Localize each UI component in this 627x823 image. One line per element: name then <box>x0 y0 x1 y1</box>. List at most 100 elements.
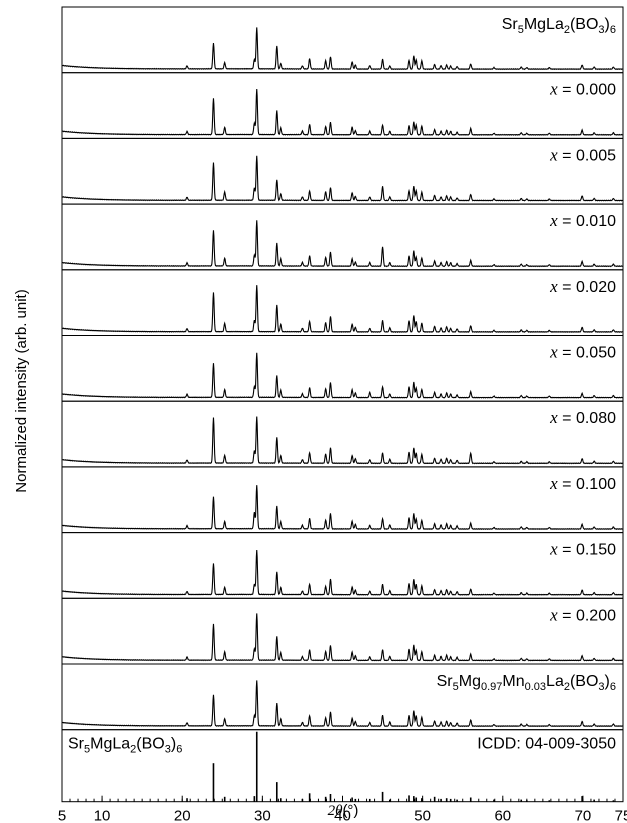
panel-label: x = 0.080 <box>549 408 616 427</box>
x-tick-label: 20 <box>174 808 191 823</box>
panel-frame <box>61 269 624 336</box>
label-part: MgLa <box>90 736 130 753</box>
panel-0: Sr5MgLa2(BO3)6 <box>61 6 624 74</box>
xrd-pattern-line <box>61 680 624 728</box>
label-part: 3 <box>165 744 171 756</box>
xrd-pattern-line <box>61 485 624 531</box>
x-axis-symbol: 2θ <box>328 803 344 819</box>
xrd-pattern-line <box>61 285 624 333</box>
label-x-value: = 0.005 <box>558 147 616 164</box>
x-tick-label: 10 <box>94 808 111 823</box>
label-x-value: = 0.100 <box>558 476 616 493</box>
xrd-pattern-line <box>61 155 624 202</box>
x-tick-label: 5 <box>58 808 66 823</box>
panel-8: x = 0.150 <box>61 532 624 599</box>
label-x-value: = 0.150 <box>558 542 616 559</box>
panel-frame <box>61 137 624 205</box>
panel-7: x = 0.100 <box>61 466 624 534</box>
label-part: 2 <box>564 681 570 693</box>
label-x-value: = 0.000 <box>558 82 616 99</box>
xrd-pattern-line <box>61 88 624 136</box>
label-x-symbol: x <box>549 80 558 99</box>
panel-label: Sr5Mg0.97Mn0.03La2(BO3)6 <box>437 673 616 693</box>
panel-frame <box>61 400 624 468</box>
label-part: 6 <box>610 681 616 693</box>
label-x-value: = 0.050 <box>558 345 616 362</box>
xrd-pattern-line <box>61 27 624 71</box>
panel-5: x = 0.050 <box>61 335 624 402</box>
label-x-symbol: x <box>549 605 558 624</box>
panel-10: Sr5Mg0.97Mn0.03La2(BO3)6 <box>61 663 624 731</box>
label-x-value: = 0.010 <box>558 213 616 230</box>
x-tick-label: 60 <box>494 808 511 823</box>
xrd-pattern-line <box>61 220 624 268</box>
label-x-symbol: x <box>549 277 558 296</box>
label-part: 3 <box>598 681 604 693</box>
label-part: 5 <box>84 744 90 756</box>
label-x-symbol: x <box>549 408 558 427</box>
panel-label: Sr5MgLa2(BO3)6 <box>502 16 616 36</box>
x-tick-label: 70 <box>575 808 592 823</box>
panel-frame <box>61 72 624 139</box>
label-part: (BO <box>570 673 598 690</box>
label-part: 5 <box>453 681 459 693</box>
label-part: 2 <box>564 24 570 36</box>
label-part: 0.03 <box>525 681 546 693</box>
xrd-pattern-line <box>61 550 624 596</box>
label-part: 6 <box>176 744 182 756</box>
reference-phase-label: Sr5MgLa2(BO3)6 <box>68 736 182 756</box>
panel-label: x = 0.005 <box>549 145 616 164</box>
panel-1: x = 0.000 <box>61 72 624 139</box>
x-tick-label: 50 <box>414 808 431 823</box>
label-x-symbol: x <box>549 343 558 362</box>
x-axis: 5 10 20 30 40 50 60 70 75 <box>58 795 627 823</box>
label-part: (BO <box>136 736 164 753</box>
xrd-pattern-line <box>61 613 624 662</box>
label-part: Sr <box>437 673 454 690</box>
panel-frame <box>61 663 624 731</box>
label-part: Sr <box>502 16 519 33</box>
xrd-pattern-line <box>61 352 624 399</box>
panel-3: x = 0.010 <box>61 203 624 271</box>
label-part: ) <box>605 16 610 33</box>
panel-label: x = 0.000 <box>549 80 616 99</box>
label-part: 6 <box>610 24 616 36</box>
label-x-symbol: x <box>549 145 558 164</box>
panel-label: x = 0.010 <box>549 211 616 230</box>
label-x-value: = 0.080 <box>558 410 616 427</box>
panel-label: x = 0.100 <box>549 474 616 493</box>
label-part: 2 <box>130 744 136 756</box>
reference-panel: Sr5MgLa2(BO3)6 ICDD: 04-009-3050 <box>61 729 624 803</box>
label-part: Sr <box>68 736 85 753</box>
x-tick-label: 30 <box>254 808 271 823</box>
label-part: ) <box>605 673 610 690</box>
label-part: Mg <box>459 673 481 690</box>
panel-2: x = 0.005 <box>61 137 624 205</box>
label-part: La <box>546 673 564 690</box>
panel-label: x = 0.200 <box>549 605 616 624</box>
panel-frame <box>61 597 624 665</box>
label-x-symbol: x <box>549 211 558 230</box>
panel-4: x = 0.020 <box>61 269 624 336</box>
label-part: (BO <box>570 16 598 33</box>
xrd-pattern-line <box>61 416 624 465</box>
panel-frame <box>61 466 624 534</box>
label-part: ) <box>171 736 176 753</box>
panel-frame <box>61 335 624 402</box>
panel-label: x = 0.050 <box>549 343 616 362</box>
reference-card-label: ICDD: 04-009-3050 <box>477 736 616 753</box>
label-part: MgLa <box>524 16 564 33</box>
panel-9: x = 0.200 <box>61 597 624 665</box>
label-x-symbol: x <box>549 474 558 493</box>
x-tick-label: 75 <box>615 808 627 823</box>
x-tick-label: 40 <box>334 808 351 823</box>
label-part: Mn <box>502 673 524 690</box>
label-x-symbol: x <box>549 540 558 559</box>
panel-frame <box>61 203 624 271</box>
panel-label: x = 0.150 <box>549 540 616 559</box>
label-part: 5 <box>518 24 524 36</box>
y-axis-label: Normalized intensity (arb. unit) <box>13 289 30 492</box>
label-part: 3 <box>598 24 604 36</box>
